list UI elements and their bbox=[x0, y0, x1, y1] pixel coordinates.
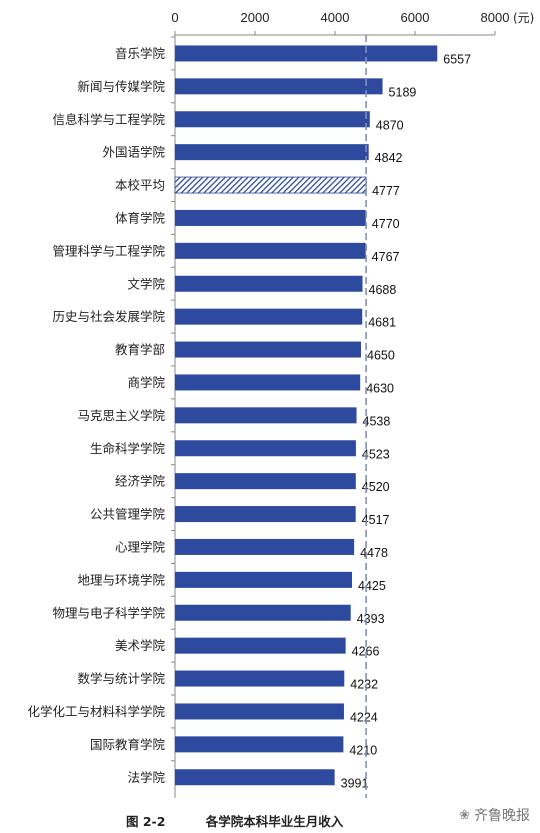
x-tick-label: 2000 bbox=[241, 10, 270, 25]
watermark: ❀ 齐鲁晚报 bbox=[459, 805, 530, 825]
value-label: 4224 bbox=[350, 710, 378, 724]
value-label: 4425 bbox=[358, 579, 386, 593]
bar bbox=[175, 407, 357, 424]
value-label: 4681 bbox=[368, 316, 396, 330]
value-label: 4210 bbox=[349, 743, 377, 757]
bar bbox=[175, 440, 356, 457]
category-label: 公共管理学院 bbox=[90, 507, 166, 522]
bar bbox=[175, 45, 438, 62]
bar bbox=[175, 571, 352, 588]
category-label: 历史与社会发展学院 bbox=[52, 309, 165, 324]
value-label: 4777 bbox=[372, 184, 400, 198]
bar bbox=[175, 538, 355, 555]
bar bbox=[175, 78, 383, 95]
value-label: 4523 bbox=[362, 447, 390, 461]
category-label: 生命科学学院 bbox=[90, 441, 166, 456]
bar bbox=[175, 637, 346, 654]
category-label: 教育学部 bbox=[115, 342, 165, 357]
category-label: 新闻与传媒学院 bbox=[77, 79, 165, 94]
category-label: 信息科学与工程学院 bbox=[52, 112, 165, 127]
wechat-icon: ❀ bbox=[459, 807, 470, 823]
bar bbox=[175, 275, 363, 292]
category-label: 国际教育学院 bbox=[90, 737, 166, 752]
value-label: 4688 bbox=[369, 283, 397, 297]
bar bbox=[175, 769, 335, 786]
bar-average bbox=[174, 176, 367, 194]
value-label: 4650 bbox=[367, 349, 395, 363]
value-label: 4538 bbox=[363, 414, 391, 428]
x-tick-label: 8000 bbox=[481, 10, 510, 25]
category-label: 外国语学院 bbox=[102, 145, 165, 160]
category-label: 地理与环境学院 bbox=[77, 572, 165, 587]
value-label: 6557 bbox=[443, 52, 471, 66]
value-label: 4870 bbox=[376, 118, 404, 132]
category-label: 商学院 bbox=[127, 375, 165, 390]
bar bbox=[175, 374, 361, 391]
x-tick-label: 6000 bbox=[401, 10, 430, 25]
x-tick-label: 4000 bbox=[321, 10, 350, 25]
category-label: 马克思主义学院 bbox=[77, 408, 165, 423]
category-label: 经济学院 bbox=[115, 474, 166, 489]
bar bbox=[175, 144, 369, 161]
value-label: 3991 bbox=[341, 776, 369, 790]
category-label: 数学与统计学院 bbox=[77, 671, 165, 686]
bar bbox=[175, 111, 370, 128]
value-label: 4517 bbox=[362, 513, 390, 527]
value-label: 5189 bbox=[389, 85, 417, 99]
bar-chart: 0 2000 4000 6000 8000 (元) 音乐学院 6557 新闻与传媒学院 5189… bbox=[27, 10, 534, 798]
value-label: 4478 bbox=[360, 546, 388, 560]
value-label: 4770 bbox=[372, 217, 400, 231]
value-label: 4767 bbox=[372, 250, 400, 264]
category-label: 本校平均 bbox=[115, 178, 165, 193]
category-label: 文学院 bbox=[127, 276, 165, 291]
category-label: 法学院 bbox=[127, 770, 165, 785]
bar bbox=[175, 473, 356, 490]
category-label: 音乐学院 bbox=[115, 46, 166, 61]
category-label: 心理学院 bbox=[115, 539, 166, 554]
x-tick-label: 0 bbox=[171, 10, 178, 25]
category-label: 管理科学与工程学院 bbox=[52, 243, 165, 258]
value-label: 4630 bbox=[366, 381, 394, 395]
value-label: 4842 bbox=[375, 151, 403, 165]
bar bbox=[175, 604, 351, 621]
caption-text: 各学院本科毕业生月收入 bbox=[205, 814, 344, 829]
value-label: 4232 bbox=[350, 678, 378, 692]
category-label: 物理与电子科学学院 bbox=[52, 605, 165, 620]
bar bbox=[175, 242, 366, 259]
category-label: 美术学院 bbox=[115, 638, 166, 653]
caption-number: 图 2-2 bbox=[126, 814, 166, 829]
bar bbox=[175, 506, 356, 523]
bar bbox=[175, 209, 366, 226]
category-label: 体育学院 bbox=[115, 210, 166, 225]
figure-caption: 图 2-2 各学院本科毕业生月收入 bbox=[126, 811, 343, 830]
value-label: 4520 bbox=[362, 480, 390, 494]
bar bbox=[175, 308, 363, 325]
watermark-text: 齐鲁晚报 bbox=[474, 808, 530, 824]
bar bbox=[175, 703, 344, 720]
x-axis-unit: (元) bbox=[513, 11, 534, 25]
bar bbox=[175, 670, 345, 687]
category-label: 化学化工与材料科学学院 bbox=[27, 704, 165, 719]
bar bbox=[175, 736, 344, 753]
value-label: 4393 bbox=[357, 612, 385, 626]
bar bbox=[175, 341, 361, 358]
